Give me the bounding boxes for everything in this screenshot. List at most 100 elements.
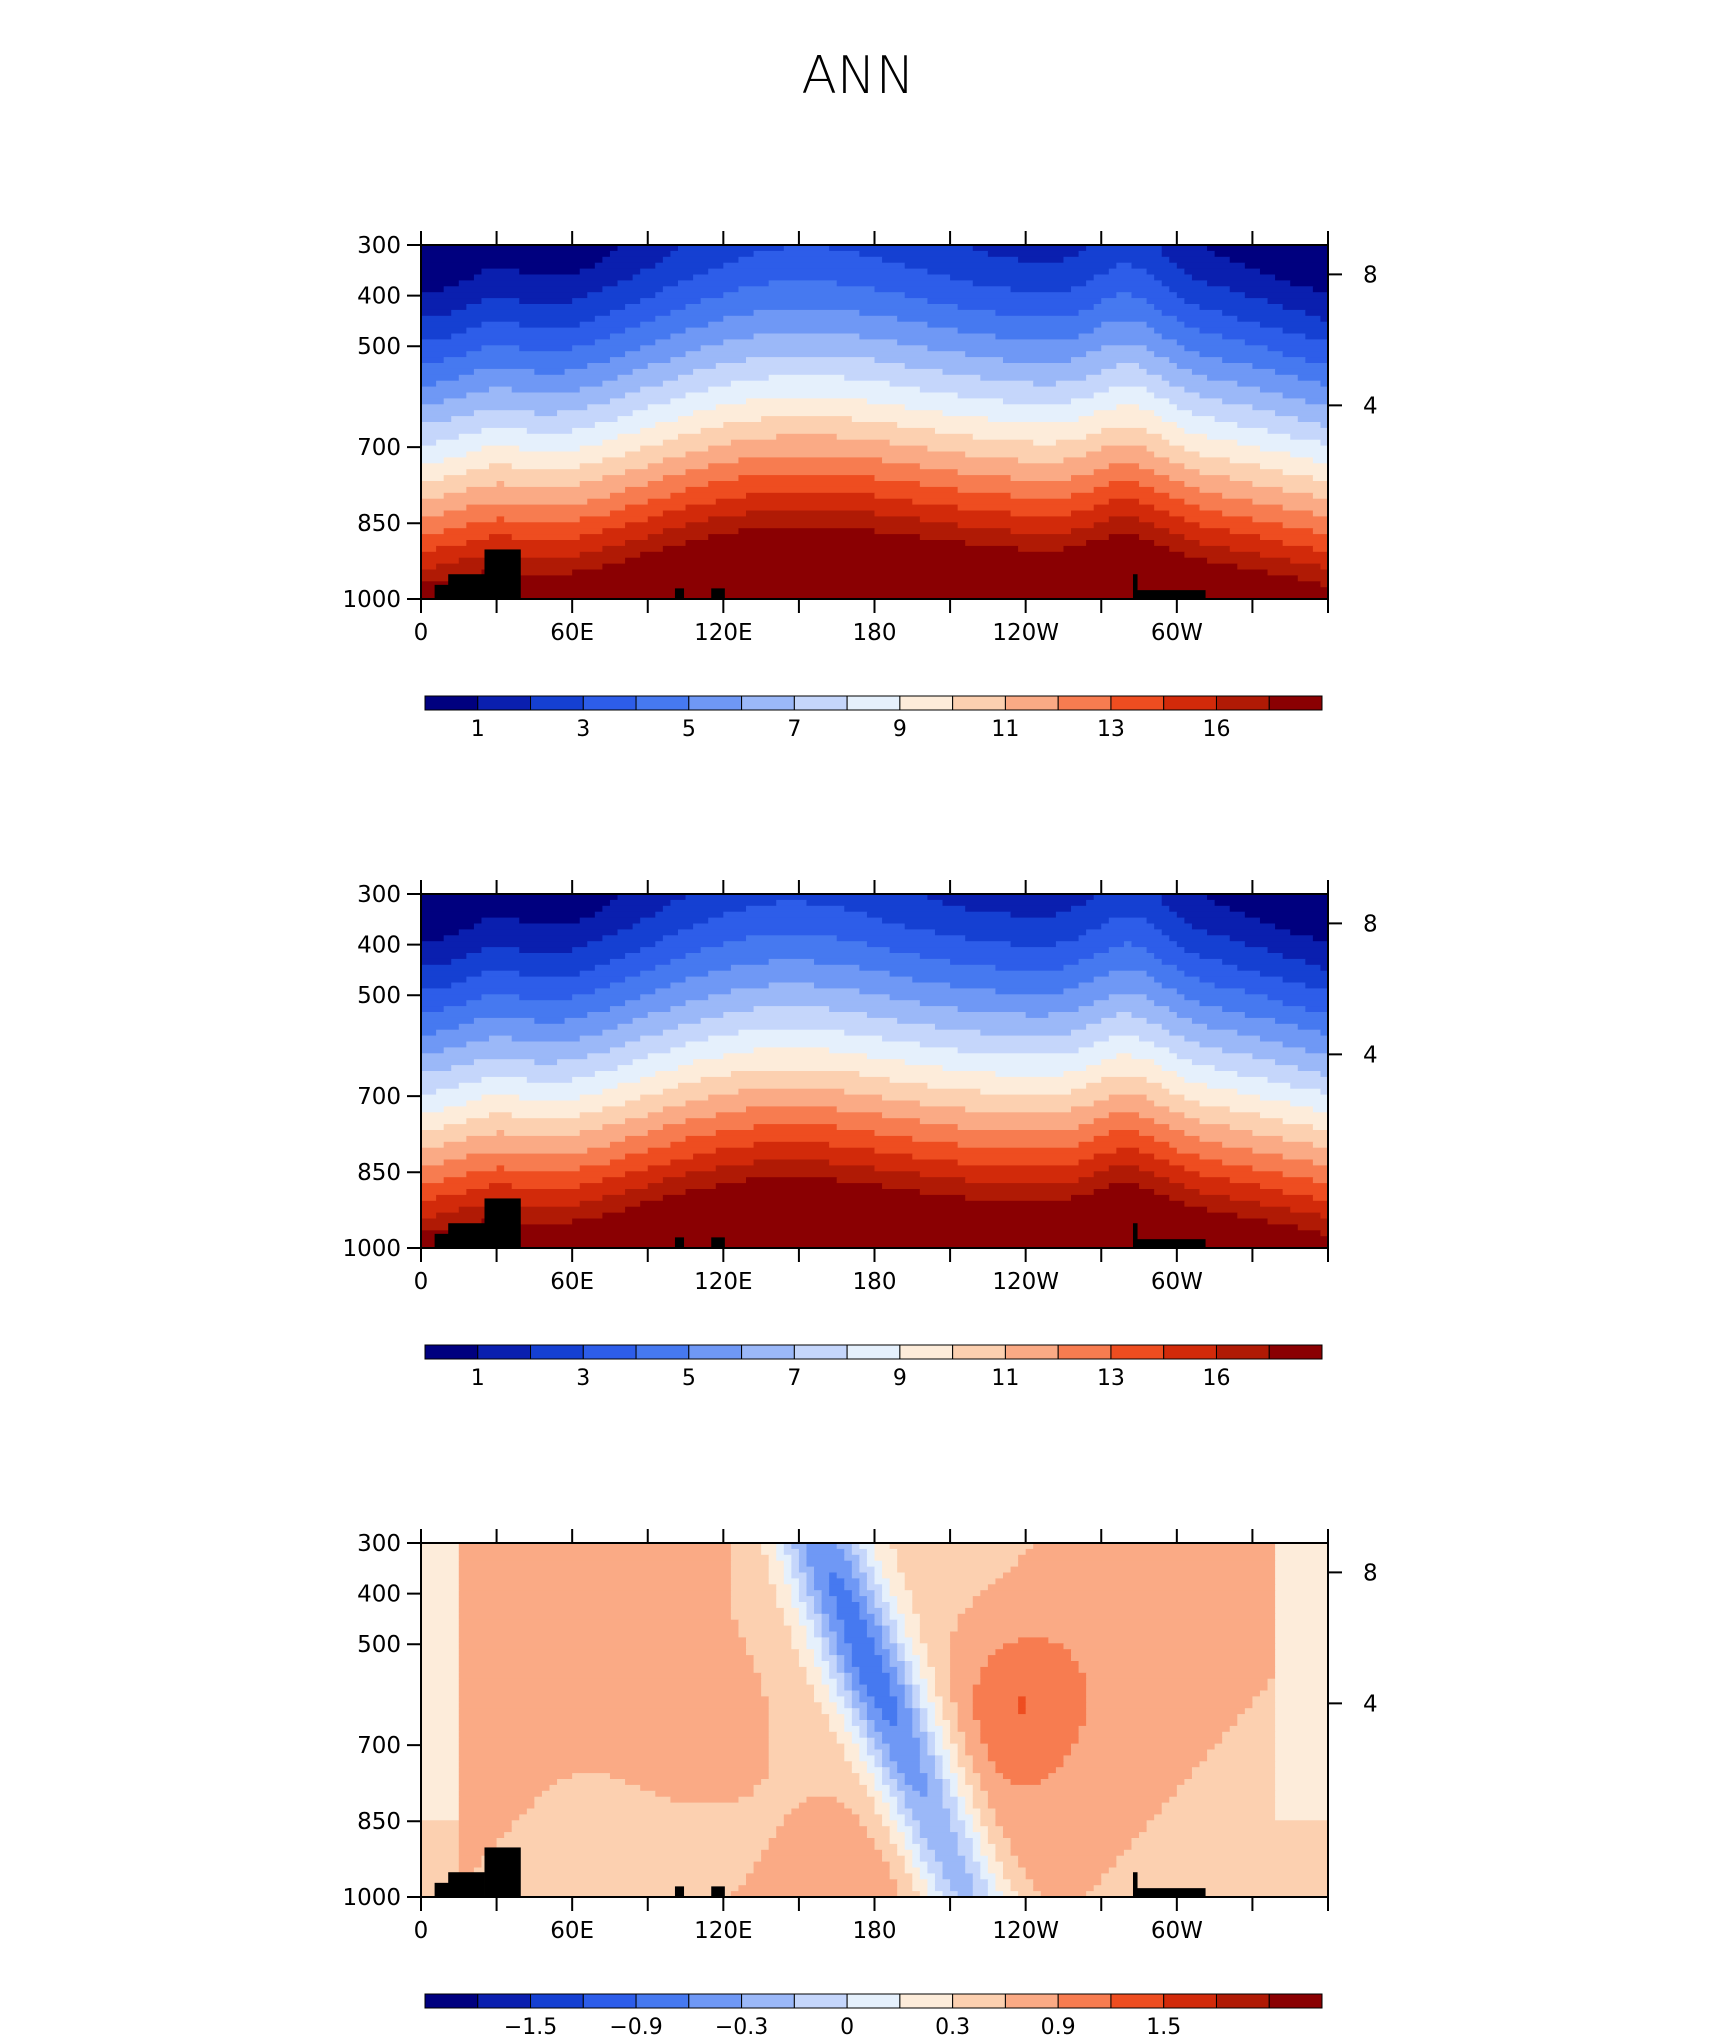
contour-band (912, 1702, 921, 1709)
contour-band (1229, 1106, 1314, 1113)
contour-band (1275, 1590, 1329, 1597)
contour-band (927, 1082, 1087, 1090)
contour-band (874, 1696, 898, 1703)
contour-band (844, 1554, 860, 1562)
contour-band (625, 327, 687, 335)
contour-band (466, 304, 626, 311)
contour-band (1169, 475, 1231, 482)
contour-band (753, 1006, 830, 1013)
contour-band (972, 1873, 981, 1880)
contour-band (1071, 1649, 1276, 1656)
contour-band (987, 1885, 997, 1892)
contour-band (730, 1566, 770, 1574)
contour-band (647, 404, 717, 411)
contour-band (897, 1714, 913, 1721)
contour-band (844, 1619, 868, 1627)
contour-band (806, 1643, 823, 1650)
contour-band (421, 1761, 460, 1768)
contour-band (421, 327, 467, 335)
contour-band (987, 1879, 997, 1886)
contour-band (715, 1183, 883, 1190)
contour-band (1290, 451, 1329, 458)
contour-band (481, 1861, 755, 1869)
contour-band (965, 1867, 981, 1874)
contour-band (859, 1731, 868, 1739)
contour-band (814, 958, 951, 966)
contour-band (1018, 457, 1065, 464)
contour-band (1312, 1124, 1329, 1131)
contour-band (783, 1607, 800, 1615)
contour-band (1312, 492, 1329, 500)
contour-band (919, 1873, 936, 1880)
contour-band (957, 327, 1095, 335)
contour-band (662, 1194, 966, 1202)
contour-band (647, 498, 717, 506)
colorbar-label: 16 (1202, 1366, 1230, 1391)
contour-band (458, 1820, 513, 1827)
contour-band (421, 1100, 467, 1107)
contour-band (950, 1631, 1276, 1638)
contour-band (874, 1596, 883, 1603)
contour-band (1161, 1023, 1208, 1031)
contour-band (421, 1838, 460, 1845)
contour-band (421, 321, 483, 329)
contour-band (882, 1183, 1110, 1190)
contour-band (1010, 1843, 1133, 1851)
contour-band (889, 1637, 898, 1644)
contour-band (723, 1012, 868, 1019)
contour-band (806, 1637, 823, 1644)
contour-band (889, 994, 1110, 1001)
contour-band (768, 958, 815, 966)
contour-band (882, 256, 1019, 264)
contour-band (557, 1059, 634, 1066)
contour-band (700, 298, 929, 305)
contour-band (602, 545, 664, 553)
contour-band (1282, 469, 1329, 476)
contour-band (489, 534, 513, 541)
contour-band (685, 486, 959, 494)
contour-band (1018, 545, 1065, 553)
contour-band (489, 1035, 513, 1043)
contour-band (987, 1867, 1004, 1874)
contour-band (783, 1814, 860, 1821)
contour-band (1199, 392, 1284, 399)
contour-band (670, 309, 755, 317)
contour-band (632, 923, 694, 930)
contour-band (1320, 1071, 1329, 1078)
topography-mask (674, 1237, 685, 1248)
contour-band (821, 1602, 838, 1609)
contour-band (617, 280, 679, 287)
contour-band (1267, 994, 1329, 1001)
contour-band (889, 1584, 906, 1591)
contour-band (1116, 292, 1133, 299)
contour-band (609, 309, 672, 317)
contour-band (995, 1761, 1065, 1768)
contour-band (851, 1708, 860, 1715)
contour-band (519, 1814, 785, 1821)
contour-band (904, 1855, 913, 1863)
contour-band (421, 581, 1322, 588)
contour-band (776, 1590, 792, 1597)
contour-band (1161, 1802, 1276, 1810)
contour-band (421, 563, 437, 571)
contour-band (919, 1749, 929, 1756)
contour-band (458, 1720, 770, 1727)
contour-band (1018, 1554, 1276, 1562)
contour-band (421, 1725, 460, 1733)
contour-band (950, 1649, 997, 1656)
contour-band (458, 1590, 732, 1597)
contour-band (1071, 1106, 1170, 1113)
contour-band (866, 1743, 876, 1751)
contour-band (625, 976, 687, 984)
contour-band (451, 416, 619, 423)
contour-band (685, 540, 966, 547)
contour-band (609, 398, 672, 405)
contour-band (1010, 528, 1072, 535)
contour-band (1275, 1666, 1329, 1674)
contour-band (965, 1779, 981, 1786)
contour-band (1244, 1708, 1276, 1715)
contour-band (1139, 1165, 1185, 1172)
contour-band (859, 1666, 883, 1674)
contour-band (904, 1820, 921, 1827)
contour-band (791, 1596, 800, 1603)
